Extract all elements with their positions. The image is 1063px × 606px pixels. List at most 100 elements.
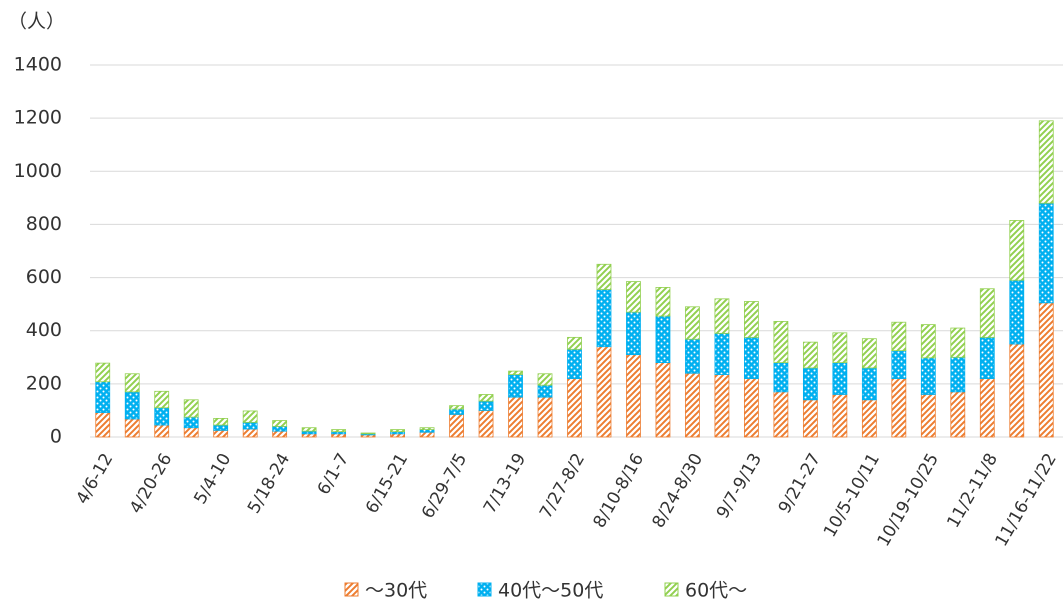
legend-label: 40代～50代 [498,580,603,602]
x-tick-label: 6/15-21 [362,450,412,517]
legend-swatch [477,582,492,597]
bar-segment [950,356,966,393]
bar-segment [419,431,435,438]
bar-segment [154,390,170,409]
bar-segment [773,362,789,393]
bar-segment [773,321,789,363]
bar-segment [242,421,258,430]
bar-segment [802,399,818,438]
bar-segment [272,425,288,432]
x-tick-label: 6/1-7 [314,450,353,498]
bar-segment [891,350,907,379]
y-tick-label: 1000 [14,160,62,182]
bar-segment [626,281,641,313]
bar-segment [685,338,700,374]
bar-segment [331,429,347,433]
x-tick-label: 7/13-19 [480,450,530,517]
y-tick-label: 1200 [14,107,62,129]
bar-segment [861,338,877,369]
bar-segment [655,287,671,317]
bar-segment [744,378,759,438]
y-tick-label: 1400 [14,54,62,76]
bar-segment [979,288,995,338]
bar-segment [802,367,818,401]
bar-segment [95,412,111,438]
bar-segment [979,378,995,438]
bar-segment [744,336,759,379]
bar-segment [154,407,170,426]
legend-swatch [664,582,679,597]
bar-segment [891,378,907,438]
bar-segment [213,424,229,431]
x-tick-label: 8/10-8/16 [590,450,649,531]
bar-segment [861,399,877,438]
bar-segment [242,428,258,438]
bar-segment [449,408,464,415]
bar-segment [626,354,641,438]
bar-segment [685,306,700,340]
x-tick-label: 9/21-27 [775,450,825,517]
bar-segment [1038,202,1054,304]
bar-segment [714,332,730,375]
bar-segment [508,370,523,375]
bar-segment [331,433,347,438]
legend-label: 60代～ [685,580,747,602]
bar-segment [390,433,405,438]
bar-segment [596,289,612,348]
bar-segment [626,311,641,356]
bar-segment [891,321,907,352]
bar-segment [478,400,494,411]
bar-segment [213,429,229,438]
x-tick-label: 7/27-8/2 [536,450,589,522]
bar-segment [508,374,523,398]
bar-segment [950,391,966,438]
bar-segment [449,414,464,438]
bar-segment [861,367,877,401]
bar-segment [95,362,111,383]
x-tick-label: 4/6-12 [73,450,118,508]
bar-segment [183,427,199,438]
x-tick-label: 6/29-7/5 [418,450,471,522]
bar-segment [154,424,170,438]
bar-segment [1009,343,1025,438]
bar-segment [950,327,966,358]
bar-segment [1038,120,1054,204]
bar-segment [1009,279,1025,345]
bar-segment [183,399,199,418]
x-tick-label: 11/2-11/8 [943,450,1002,531]
y-tick-label: 200 [26,372,62,394]
y-tick-label: 0 [50,426,62,448]
bar-segment [744,301,759,338]
bar-segment [508,396,523,438]
bar-segment [596,263,612,290]
bar-segment [272,430,288,438]
x-tick-label: 11/16-11/22 [992,450,1061,550]
bar-segment [213,417,229,426]
x-tick-label: 8/24-8/30 [649,450,708,531]
x-tick-label: 4/20-26 [126,450,176,517]
x-tick-label: 10/5-10/11 [820,450,884,541]
x-tick-label: 5/18-24 [244,450,294,517]
y-tick-label: 600 [26,266,62,288]
bar-segment [567,348,582,379]
bar-segment [390,429,405,433]
bar-segment [360,432,376,435]
y-axis-label: （人） [8,11,65,33]
bar-segment [655,362,671,438]
y-tick-label: 800 [26,213,62,235]
bar-segment [832,394,848,438]
bar-segment [301,433,317,438]
bar-segment [920,394,936,438]
bar-segment [773,391,789,438]
x-tick-label: 9/7-9/13 [713,450,766,522]
bar-segment [655,315,671,364]
bar-segment [979,336,995,379]
bar-segment [537,373,553,386]
bar-segment [124,418,140,438]
bar-segment [124,391,140,420]
bar-segment [183,416,199,429]
bar-segment [95,381,111,413]
x-tick-label: 5/4-10 [190,450,235,508]
bar-segment [419,427,435,430]
bar-segment [832,332,848,363]
